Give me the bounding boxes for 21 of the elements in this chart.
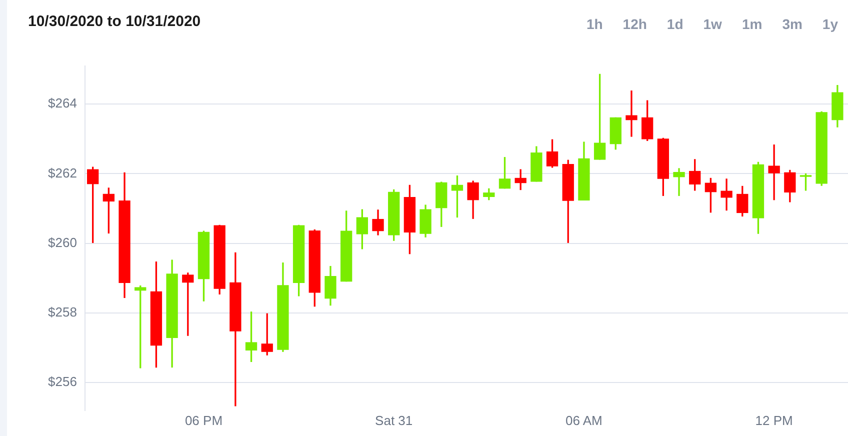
candlestick <box>673 168 685 196</box>
candlestick <box>626 90 638 137</box>
candlestick <box>720 178 732 211</box>
text: 1d <box>666 15 684 34</box>
y-tick-label: $258 <box>48 304 77 320</box>
y-tick-label: $264 <box>48 96 77 111</box>
text: 1w <box>702 15 723 34</box>
text: 12h <box>622 15 648 34</box>
text: 1h <box>585 15 604 34</box>
y-tick-label: $260 <box>48 234 77 250</box>
chart-title: 10/30/2020 to 10/31/2020 <box>28 13 201 30</box>
y-tick-label: $256 <box>48 374 77 390</box>
x-tick-label: 12 PM <box>755 412 793 428</box>
x-tick-label: 06 AM <box>566 412 602 428</box>
y-tick-label: $262 <box>48 165 77 180</box>
text: 3m <box>781 15 804 34</box>
candlestick <box>768 144 780 200</box>
text: 1m <box>740 15 764 34</box>
x-tick-label: 06 PM <box>184 412 223 428</box>
text: 1y <box>821 15 839 34</box>
x-tick-label: Sat 31 <box>375 412 413 428</box>
